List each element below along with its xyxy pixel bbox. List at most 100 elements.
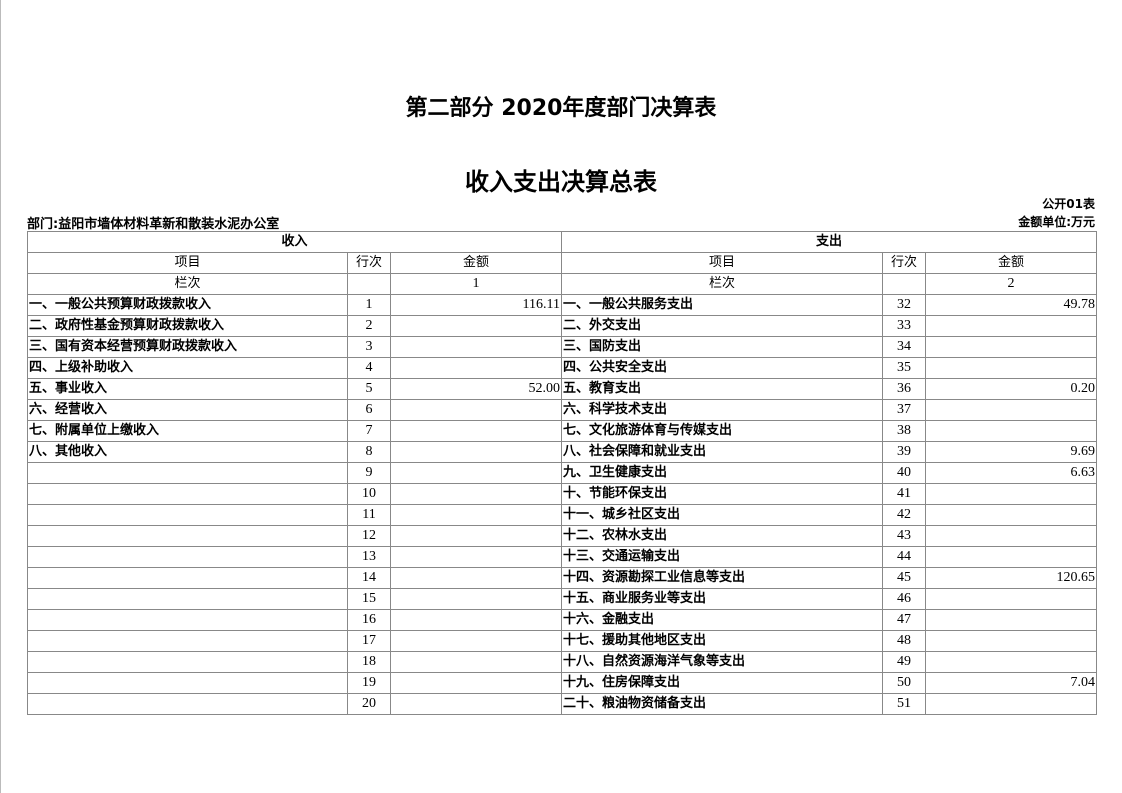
expense-line-number-cell: 39 bbox=[882, 441, 926, 463]
expense-line-number-cell: 32 bbox=[882, 294, 926, 316]
expense-amount-cell bbox=[925, 651, 1097, 673]
expense-item-cell: 六、科学技术支出 bbox=[561, 399, 883, 421]
expense-amount-cell bbox=[925, 420, 1097, 442]
income-line-number-cell: 18 bbox=[347, 651, 391, 673]
expense-item-cell: 二、外交支出 bbox=[561, 315, 883, 337]
expense-line-number-cell: 41 bbox=[882, 483, 926, 505]
income-amount-cell: 52.00 bbox=[390, 378, 562, 400]
expense-line-number-cell: 48 bbox=[882, 630, 926, 652]
expense-item-cell: 八、社会保障和就业支出 bbox=[561, 441, 883, 463]
expense-line-number-cell: 43 bbox=[882, 525, 926, 547]
income-amount-cell bbox=[390, 483, 562, 505]
expense-item-cell: 三、国防支出 bbox=[561, 336, 883, 358]
expense-line-number-cell: 51 bbox=[882, 693, 926, 715]
expense-line-number-cell: 34 bbox=[882, 336, 926, 358]
income-line-number-cell: 2 bbox=[347, 315, 391, 337]
table-row: 17 十七、援助其他地区支出 48 bbox=[27, 630, 1097, 652]
expense-line-number-cell: 44 bbox=[882, 546, 926, 568]
table-row: 八、其他收入 8 八、社会保障和就业支出 39 9.69 bbox=[27, 441, 1097, 463]
expense-amount-cell bbox=[925, 609, 1097, 631]
expense-amount-cell: 6.63 bbox=[925, 462, 1097, 484]
income-item-cell bbox=[27, 546, 348, 568]
expense-item-cell: 七、文化旅游体育与传媒支出 bbox=[561, 420, 883, 442]
expense-item-cell: 十二、农林水支出 bbox=[561, 525, 883, 547]
income-amount-cell bbox=[390, 357, 562, 379]
expense-line-number-cell: 40 bbox=[882, 462, 926, 484]
column-number-row: 栏次 1 栏次 2 bbox=[27, 273, 1097, 295]
income-item-cell bbox=[27, 609, 348, 631]
expense-amount-cell bbox=[925, 357, 1097, 379]
income-item-cell bbox=[27, 525, 348, 547]
income-amount-cell bbox=[390, 651, 562, 673]
income-amount-cell bbox=[390, 588, 562, 610]
income-amount-cell bbox=[390, 399, 562, 421]
table-row: 9 九、卫生健康支出 40 6.63 bbox=[27, 462, 1097, 484]
expense-item-cell: 十、节能环保支出 bbox=[561, 483, 883, 505]
table-row: 三、国有资本经营预算财政拨款收入 3 三、国防支出 34 bbox=[27, 336, 1097, 358]
expense-line-number-cell: 37 bbox=[882, 399, 926, 421]
expense-amount-cell bbox=[925, 588, 1097, 610]
table-row: 12 十二、农林水支出 43 bbox=[27, 525, 1097, 547]
table-row: 19 十九、住房保障支出 50 7.04 bbox=[27, 672, 1097, 694]
expense-column-label: 栏次 bbox=[561, 273, 883, 295]
expense-item-cell: 十三、交通运输支出 bbox=[561, 546, 883, 568]
income-item-cell bbox=[27, 693, 348, 715]
expense-header: 支出 bbox=[561, 231, 1097, 253]
income-line-number-cell: 15 bbox=[347, 588, 391, 610]
income-amount-cell bbox=[390, 441, 562, 463]
table-row: 五、事业收入 5 52.00 五、教育支出 36 0.20 bbox=[27, 378, 1097, 400]
income-amount-cell bbox=[390, 420, 562, 442]
expense-line-number-cell: 35 bbox=[882, 357, 926, 379]
table-row: 10 十、节能环保支出 41 bbox=[27, 483, 1097, 505]
income-item-cell: 六、经营收入 bbox=[27, 399, 348, 421]
empty-cell bbox=[882, 273, 926, 295]
income-line-number-cell: 4 bbox=[347, 357, 391, 379]
expense-amount-cell bbox=[925, 693, 1097, 715]
table-number: 公开01表 bbox=[1042, 197, 1095, 211]
expense-amount-cell bbox=[925, 525, 1097, 547]
income-item-cell bbox=[27, 504, 348, 526]
income-amount-cell bbox=[390, 504, 562, 526]
expense-amount-cell bbox=[925, 546, 1097, 568]
expense-line-number-cell: 47 bbox=[882, 609, 926, 631]
income-item-cell: 七、附属单位上缴收入 bbox=[27, 420, 348, 442]
expense-line-number-cell: 49 bbox=[882, 651, 926, 673]
income-item-cell: 五、事业收入 bbox=[27, 378, 348, 400]
income-line-number-cell: 6 bbox=[347, 399, 391, 421]
expense-amount-cell: 120.65 bbox=[925, 567, 1097, 589]
table-row: 六、经营收入 6 六、科学技术支出 37 bbox=[27, 399, 1097, 421]
expense-amount-cell: 9.69 bbox=[925, 441, 1097, 463]
expense-line-header: 行次 bbox=[882, 252, 926, 274]
income-amount-cell bbox=[390, 609, 562, 631]
expense-item-cell: 二十、粮油物资储备支出 bbox=[561, 693, 883, 715]
table-row: 20 二十、粮油物资储备支出 51 bbox=[27, 693, 1097, 715]
income-item-cell bbox=[27, 672, 348, 694]
income-item-cell bbox=[27, 483, 348, 505]
income-line-number-cell: 12 bbox=[347, 525, 391, 547]
income-amount-cell bbox=[390, 672, 562, 694]
expense-amount-cell: 7.04 bbox=[925, 672, 1097, 694]
page-edge bbox=[0, 0, 1, 793]
table-row: 16 十六、金融支出 47 bbox=[27, 609, 1097, 631]
expense-item-cell: 十五、商业服务业等支出 bbox=[561, 588, 883, 610]
income-line-number-cell: 9 bbox=[347, 462, 391, 484]
income-line-number-cell: 19 bbox=[347, 672, 391, 694]
income-item-cell bbox=[27, 588, 348, 610]
table-row: 二、政府性基金预算财政拨款收入 2 二、外交支出 33 bbox=[27, 315, 1097, 337]
income-amount-cell bbox=[390, 693, 562, 715]
expense-line-number-cell: 50 bbox=[882, 672, 926, 694]
income-column-label: 栏次 bbox=[27, 273, 348, 295]
income-line-number-cell: 17 bbox=[347, 630, 391, 652]
expense-item-cell: 五、教育支出 bbox=[561, 378, 883, 400]
table-row: 14 十四、资源勘探工业信息等支出 45 120.65 bbox=[27, 567, 1097, 589]
table-title: 收入支出决算总表 bbox=[465, 168, 657, 196]
income-amount-cell: 116.11 bbox=[390, 294, 562, 316]
income-line-number-cell: 3 bbox=[347, 336, 391, 358]
income-line-number-cell: 16 bbox=[347, 609, 391, 631]
income-line-number-cell: 8 bbox=[347, 441, 391, 463]
expense-item-cell: 一、一般公共服务支出 bbox=[561, 294, 883, 316]
expense-amount-cell bbox=[925, 336, 1097, 358]
expense-item-cell: 十八、自然资源海洋气象等支出 bbox=[561, 651, 883, 673]
expense-line-number-cell: 38 bbox=[882, 420, 926, 442]
income-line-header: 行次 bbox=[347, 252, 391, 274]
